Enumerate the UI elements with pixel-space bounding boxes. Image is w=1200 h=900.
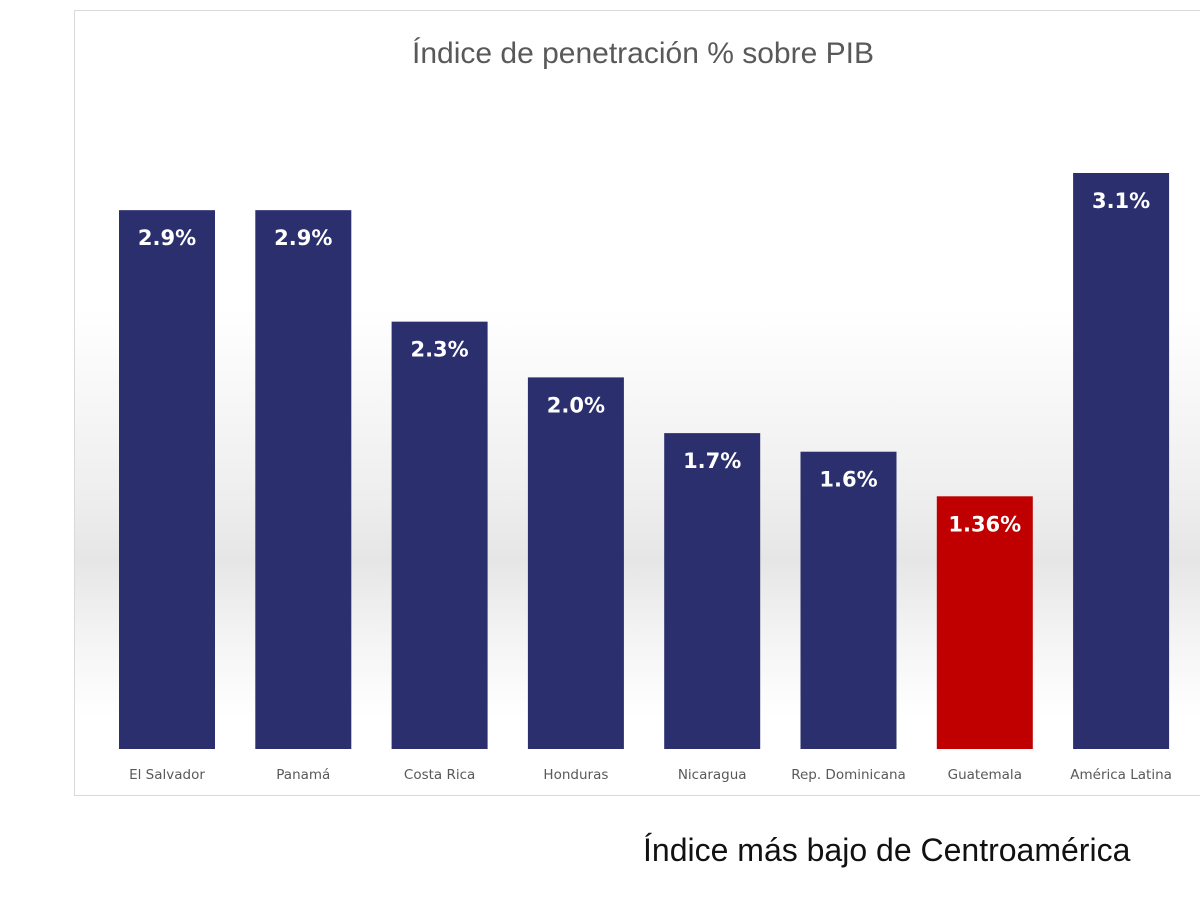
bar-guatemala [936, 496, 1033, 749]
category-label: América Latina [1070, 767, 1172, 783]
category-label: El Salvador [129, 767, 205, 783]
bar-honduras [527, 377, 624, 749]
data-label: 2.9% [138, 226, 196, 250]
bar-costa-rica [391, 321, 488, 749]
category-label: Nicaragua [678, 767, 747, 783]
chart-caption: Índice más bajo de Centroamérica [643, 832, 1131, 868]
bar-el-salvador [119, 210, 215, 750]
data-label: 1.7% [683, 449, 741, 473]
category-label: Rep. Dominicana [791, 767, 906, 783]
data-labels-layer: 2.9% 2.9% 2.3% 2.0% 1.7% 1.6% 1.36% 3.1% [138, 189, 1150, 536]
bar-panam- [255, 210, 352, 750]
data-label: 2.9% [274, 226, 332, 250]
category-label: Honduras [543, 767, 608, 783]
category-labels-layer: El Salvador Panamá Costa Rica Honduras Nicar… [129, 767, 1172, 783]
data-label: 2.3% [410, 338, 468, 362]
bar-rep-dominicana [800, 451, 897, 749]
data-label: 3.1% [1092, 189, 1150, 213]
data-label: 1.36% [948, 512, 1021, 536]
chart-frame: Índice de penetración % sobre PIB 2.9% 2.… [74, 10, 1200, 796]
bar-nicaragua [664, 433, 761, 749]
category-label: Costa Rica [404, 767, 475, 783]
category-label: Guatemala [948, 767, 1022, 783]
bar-am-rica-latina [1073, 173, 1170, 749]
chart-title: Índice de penetración % sobre PIB [412, 37, 874, 70]
data-label: 2.0% [547, 393, 605, 417]
bars-layer [119, 173, 1170, 750]
data-label: 1.6% [819, 468, 877, 492]
category-label: Panamá [276, 767, 330, 783]
bar-chart: Índice de penetración % sobre PIB 2.9% 2.… [119, 37, 1172, 783]
